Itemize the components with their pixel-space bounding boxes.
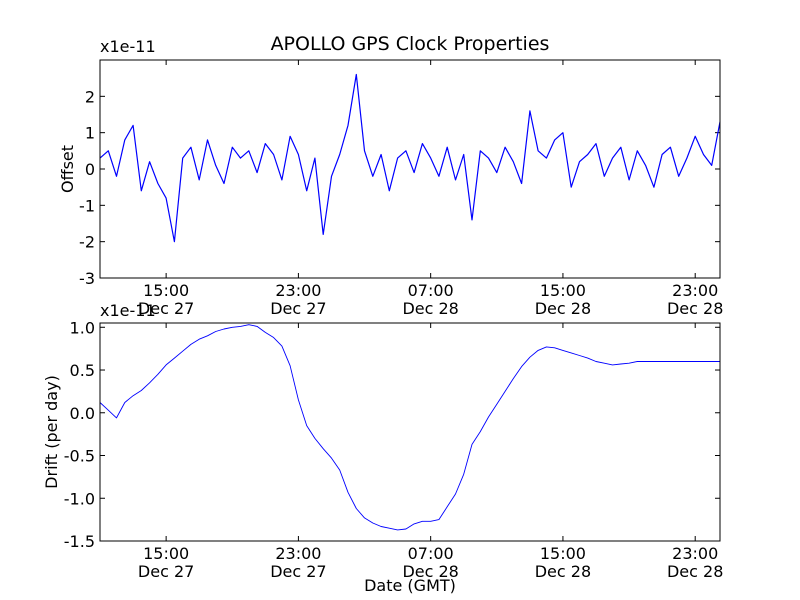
offset-x-tick-date: Dec 27 [138,299,194,318]
drift-x-tick-time: 15:00 [540,544,586,563]
drift-x-tick-date: Dec 27 [270,562,326,581]
drift-y-ticks: -1.5 -1.0 -0.5 0.0 0.5 1.0 [64,318,720,551]
drift-x-tick-time: 23:00 [275,544,321,563]
offset-x-tick-date: Dec 27 [270,299,326,318]
offset-x-tick-date: Dec 28 [535,299,591,318]
drift-y-tick-label: -0.5 [64,447,95,466]
offset-y-tick-label: -3 [79,269,95,288]
offset-y-tick-label: -2 [79,233,95,252]
drift-x-axis-label: Date (GMT) [364,576,456,595]
offset-x-tick-time: 23:00 [275,281,321,300]
offset-series [99,73,721,243]
offset-y-multiplier: x1e-11 [100,37,156,56]
drift-x-tick-time: 15:00 [143,544,189,563]
offset-x-tick-time: 07:00 [408,281,454,300]
offset-y-tick-label: 0 [85,160,95,179]
drift-y-axis-label: Drift (per day) [42,375,61,489]
offset-x-tick-date: Dec 28 [667,299,723,318]
drift-series-line [99,324,720,531]
offset-x-tick-time: 23:00 [672,281,718,300]
drift-x-tick-date: Dec 28 [535,562,591,581]
drift-y-tick-label: -1.5 [64,532,95,551]
offset-panel: APOLLO GPS Clock Properties x1e-11 Offse… [58,33,723,318]
offset-y-axis-label: Offset [58,145,77,193]
drift-y-multiplier: x1e-11 [100,301,156,320]
drift-x-tick-date: Dec 27 [138,562,194,581]
offset-x-tick-time: 15:00 [540,281,586,300]
drift-y-tick-label: 0.0 [70,404,95,423]
offset-x-tick-time: 15:00 [143,281,189,300]
drift-y-tick-label: 0.5 [70,361,95,380]
chart-title: APOLLO GPS Clock Properties [271,33,550,55]
drift-x-tick-date: Dec 28 [402,562,458,581]
drift-x-tick-time: 23:00 [672,544,718,563]
drift-x-tick-date: Dec 28 [667,562,723,581]
offset-y-tick-label: 2 [85,87,95,106]
drift-panel: x1e-11 Drift (per day) Date (GMT) -1.5-1… [42,301,723,595]
offset-y-tick-label: -1 [79,196,95,215]
offset-x-tick-date: Dec 28 [402,299,458,318]
drift-series [99,324,720,531]
offset-y-tick-label: 1 [85,124,95,143]
offset-series-line [99,73,721,243]
drift-axes-frame [99,322,721,542]
drift-x-tick-time: 07:00 [408,544,454,563]
offset-axes-frame [99,59,721,279]
drift-y-tick-label: 1.0 [70,318,95,337]
drift-y-tick-label: -1.0 [64,489,95,508]
